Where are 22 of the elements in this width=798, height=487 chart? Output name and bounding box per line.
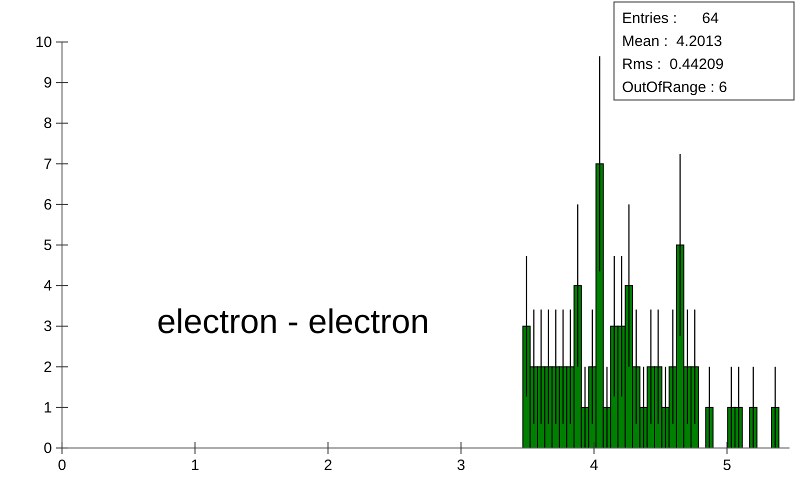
y-tick-label: 8	[44, 115, 52, 132]
y-tick-label: 3	[44, 318, 52, 336]
x-tick-label: 3	[456, 457, 466, 474]
y-tick-label: 9	[44, 74, 52, 92]
y-tick-label: 6	[44, 196, 52, 214]
y-tick-label: 5	[44, 237, 52, 254]
x-tick-label: 5	[722, 457, 732, 474]
y-tick-label: 2	[44, 358, 52, 376]
x-tick-label: 2	[324, 457, 332, 474]
x-tick-label: 1	[190, 457, 200, 474]
y-tick-label: 7	[44, 156, 52, 173]
text: electron - electron	[157, 303, 430, 341]
stats-box: Entries : 64 Mean : 4.2013 Rms : 0.44209 OutOfRange : 6	[614, 2, 794, 100]
x-tick-label: 0	[58, 457, 66, 474]
x-tick-label: 4	[590, 457, 598, 474]
y-tick-label: 0	[44, 440, 52, 457]
annotation: OutOfRange : 6	[622, 79, 728, 96]
y-tick-label: 10	[35, 34, 52, 51]
y-tick-label: 1	[44, 399, 52, 416]
annotation: Mean : 4.2013	[622, 33, 722, 50]
annotation: Rms : 0.44209	[622, 56, 724, 73]
y-tick-label: 4	[44, 278, 52, 295]
